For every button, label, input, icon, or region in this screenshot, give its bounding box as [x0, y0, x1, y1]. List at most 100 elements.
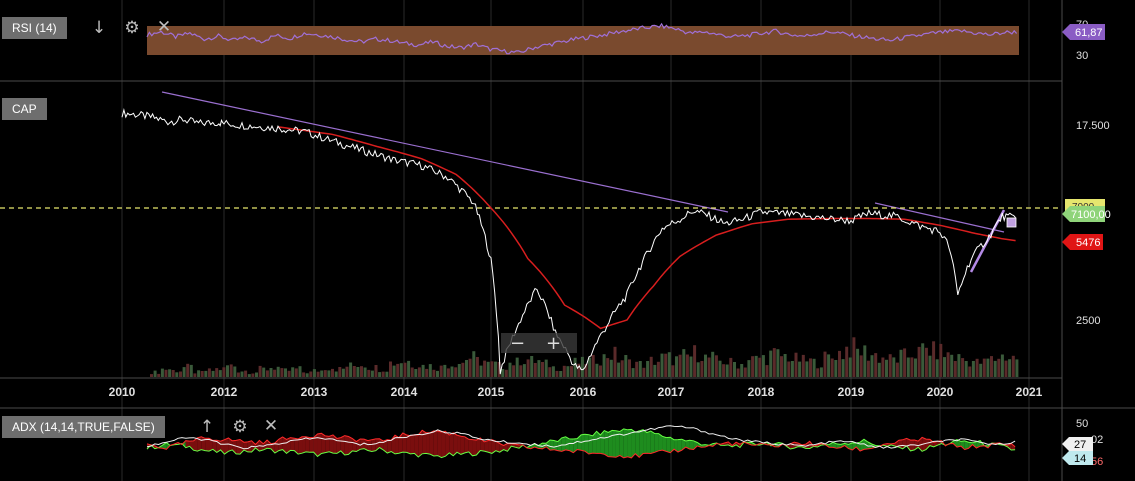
rsi-band — [147, 26, 1019, 55]
adx-fill-segment — [898, 439, 903, 449]
volume-bar — [1011, 355, 1015, 377]
volume-bar — [971, 361, 975, 377]
adx-fill-segment — [491, 439, 496, 454]
up-arrow-icon[interactable]: ↑ — [199, 417, 215, 437]
volume-bar — [341, 368, 345, 377]
volume-bar — [986, 358, 990, 377]
volume-bar — [352, 366, 356, 377]
adx-fill-segment — [856, 442, 861, 451]
volume-bar — [932, 341, 936, 377]
gear-icon[interactable]: ⚙ — [124, 18, 140, 38]
volume-bar — [772, 348, 776, 377]
minus-di-line — [146, 429, 1016, 459]
volume-bar — [979, 363, 983, 377]
adx-fill-segment — [553, 440, 558, 451]
price-panel: 7000 7100,00 5476 17.500 2500 − + — [0, 91, 1111, 377]
adx-fill-segment — [484, 440, 489, 453]
volume-bar — [197, 370, 201, 377]
x-tick-2016: 2016 — [570, 385, 597, 399]
volume-bar — [551, 366, 555, 377]
volume-bar — [924, 347, 928, 377]
volume-bar — [229, 364, 233, 377]
volume-bar — [323, 370, 327, 377]
volume-bar — [906, 357, 910, 377]
adx-fill-segment — [627, 429, 632, 458]
volume-bar — [736, 368, 740, 377]
adx-fill-segment — [271, 443, 275, 453]
volume-bar — [168, 369, 172, 377]
adx-fill-segment — [294, 438, 299, 455]
adx-fill-segment — [906, 438, 911, 451]
volume-bar — [182, 367, 186, 377]
volume-bar — [910, 357, 914, 377]
volume-bar — [765, 365, 769, 377]
volume-bar — [472, 351, 476, 377]
volume-bar — [530, 356, 534, 377]
volume-bar — [570, 366, 573, 377]
close-icon[interactable]: ✕ — [156, 17, 172, 37]
volume-bar — [494, 361, 497, 377]
adx-fill-segment — [584, 434, 589, 454]
volume-bar — [848, 357, 852, 377]
volume-bar — [899, 349, 903, 377]
volume-bar — [280, 368, 284, 377]
adx-fill-segment — [313, 433, 318, 457]
volume-bar — [823, 351, 827, 377]
volume-bar — [776, 349, 780, 377]
ma-label: 5476 — [1076, 237, 1100, 249]
volume-bar — [993, 360, 997, 377]
volume-bar — [964, 361, 968, 377]
marker-box — [501, 333, 577, 353]
volume-bar — [265, 370, 269, 377]
adx-fill-segment — [364, 439, 368, 451]
volume-bar — [236, 372, 240, 377]
volume-bar — [841, 359, 845, 377]
volume-bar — [928, 355, 932, 377]
adx-fill-segment — [836, 443, 841, 449]
rsi-panel-label[interactable]: RSI (14) — [2, 17, 67, 39]
volume-bar — [367, 369, 371, 377]
volume-bar — [425, 368, 429, 377]
volume-bar — [403, 362, 407, 377]
adx-fill-segment — [561, 436, 566, 452]
adx-fill-segment — [569, 438, 574, 453]
rsi-value-label: 61,87 — [1075, 27, 1103, 39]
adx-fill-segment — [243, 441, 248, 452]
volume-bar — [685, 354, 689, 377]
gear-icon[interactable]: ⚙ — [232, 417, 248, 437]
volume-bar — [443, 364, 447, 377]
volume-bar — [950, 354, 954, 377]
adx-fill-segment — [639, 429, 644, 458]
volume-bar — [689, 356, 693, 377]
adx-panel-label[interactable]: ADX (14,14,TRUE,FALSE) — [2, 416, 165, 438]
volume-bar — [783, 354, 787, 377]
x-tick-2013: 2013 — [301, 385, 328, 399]
adx-fill-segment — [422, 430, 427, 454]
moving-average-line — [277, 126, 1016, 330]
adx-fill-segment — [193, 437, 198, 452]
close-icon[interactable]: ✕ — [263, 416, 279, 436]
volume-bar — [830, 358, 834, 377]
volume-bar — [305, 373, 309, 377]
adx-fill-segment — [298, 436, 303, 455]
adx-fill-segment — [224, 437, 229, 455]
price-panel-label[interactable]: CAP — [2, 98, 47, 120]
volume-bar — [251, 373, 255, 377]
volume-bar — [157, 373, 161, 377]
volume-bar — [421, 364, 425, 377]
volume-bar — [914, 358, 917, 377]
adx-fill-segment — [185, 440, 190, 448]
down-arrow-icon[interactable]: ↓ — [91, 18, 107, 38]
adx-fill-segment — [395, 435, 399, 454]
adx-fill-segment — [674, 439, 678, 453]
volume-bar — [617, 362, 621, 377]
volume-bar — [160, 368, 164, 377]
volume-bar — [881, 357, 885, 377]
volume-bar — [533, 363, 537, 377]
volume-bar — [895, 362, 899, 377]
volume-bar — [486, 361, 490, 377]
adx-fill-segment — [604, 430, 609, 457]
volume-bar — [957, 354, 961, 377]
